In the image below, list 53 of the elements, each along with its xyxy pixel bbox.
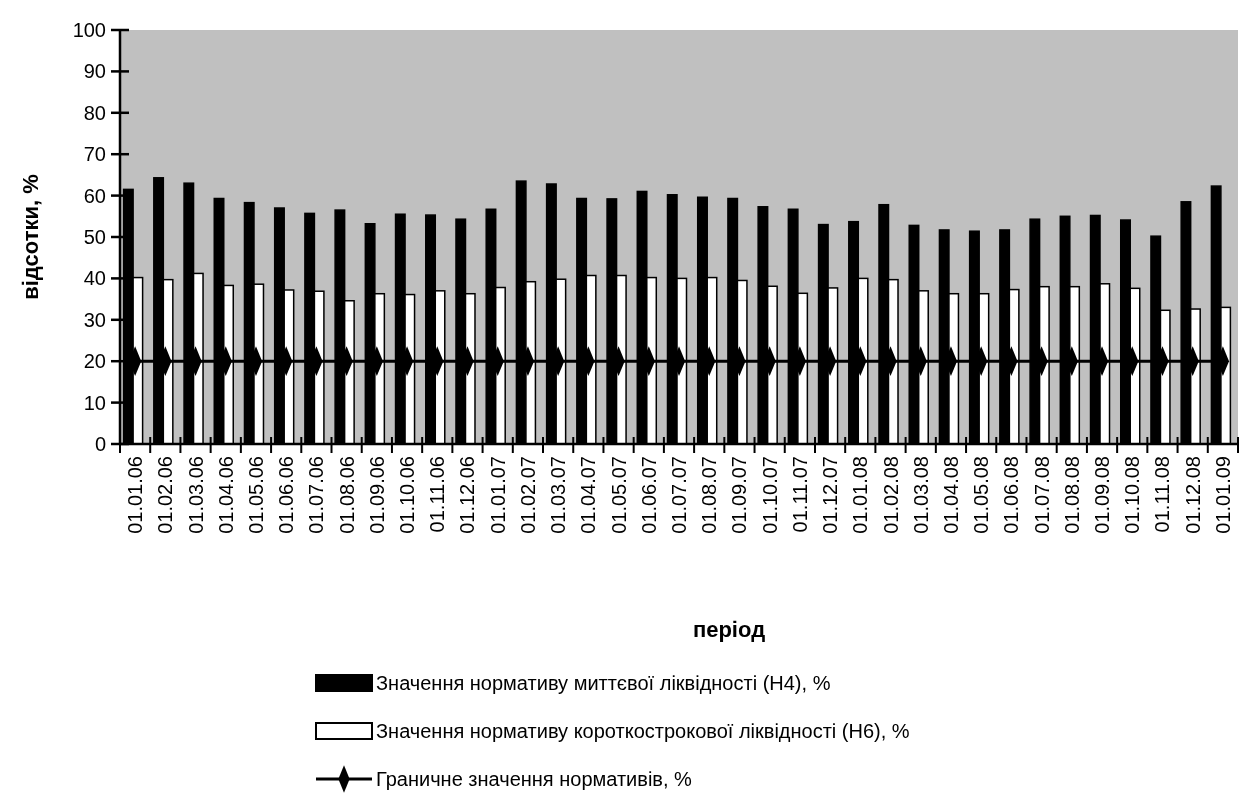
x-tick-label: 01.10.06 (396, 456, 419, 534)
x-tick-label: 01.04.06 (214, 456, 237, 534)
x-tick-label: 01.09.06 (365, 456, 388, 534)
x-tick-label: 01.02.08 (879, 456, 902, 534)
x-tick-label: 01.11.06 (426, 456, 449, 533)
x-tick-label: 01.12.06 (456, 456, 479, 534)
y-tick-label: 70 (83, 143, 106, 166)
legend-label: Значення нормативу короткострокової ліквідності (Н6), % (376, 720, 910, 742)
x-tick-label: 01.08.07 (698, 456, 721, 534)
y-tick-label: 30 (83, 308, 106, 331)
legend-label: Значення нормативу миттєвої ліквідності (Н4), % (376, 672, 831, 694)
y-tick-label: 80 (83, 101, 106, 124)
x-axis-title: період (692, 617, 766, 642)
y-tick-label: 40 (83, 267, 106, 290)
x-tick-label: 01.08.06 (335, 456, 358, 534)
x-tick-label: 01.11.07 (788, 456, 811, 533)
y-tick-label: 90 (83, 60, 106, 83)
x-tick-label: 01.01.06 (124, 456, 147, 534)
x-tick-label: 01.07.08 (1030, 456, 1053, 534)
x-tick-label: 01.09.08 (1091, 456, 1114, 534)
y-tick-label: 0 (94, 433, 106, 455)
x-tick-label: 01.04.07 (577, 456, 600, 534)
y-tick-label: 20 (83, 350, 106, 373)
y-tick-label: 60 (83, 184, 106, 207)
y-tick-label: 100 (72, 19, 106, 41)
x-tick-label: 01.03.07 (547, 456, 570, 534)
x-tick-label: 01.07.07 (668, 456, 690, 534)
x-tick-label: 01.02.06 (154, 456, 177, 534)
x-tick-label: 01.06.06 (275, 456, 298, 534)
x-tick-label: 01.09.07 (728, 456, 751, 534)
x-tick-label: 01.12.07 (819, 456, 842, 534)
x-tick-label: 01.01.07 (486, 456, 509, 534)
x-tick-label: 01.10.07 (758, 456, 781, 534)
x-tick-label: 01.05.06 (244, 456, 267, 534)
x-tick-label: 01.08.08 (1060, 456, 1083, 534)
x-tick-label: 01.12.08 (1181, 456, 1204, 534)
x-tick-label: 01.06.08 (1000, 456, 1023, 534)
legend-label: Граничне значення нормативів, % (376, 768, 693, 790)
x-tick-label: 01.02.07 (516, 456, 539, 534)
x-tick-label: 01.07.06 (305, 456, 328, 534)
x-tick-label: 01.10.08 (1121, 456, 1144, 534)
y-axis-title: відсотки, % (18, 174, 43, 300)
x-tick-label: 01.05.08 (970, 456, 993, 534)
x-tick-label: 01.06.07 (637, 456, 660, 534)
x-tick-label: 01.11.08 (1151, 456, 1174, 533)
x-tick-label: 01.04.08 (939, 456, 962, 534)
x-tick-label: 01.01.08 (849, 456, 872, 534)
x-tick-label: 01.03.08 (909, 456, 932, 534)
x-tick-label: 01.03.06 (184, 456, 207, 534)
y-tick-label: 10 (83, 391, 106, 414)
y-tick-label: 50 (83, 226, 106, 248)
x-tick-label: 01.05.07 (607, 456, 630, 534)
x-tick-label: 01.01.09 (1211, 456, 1234, 534)
